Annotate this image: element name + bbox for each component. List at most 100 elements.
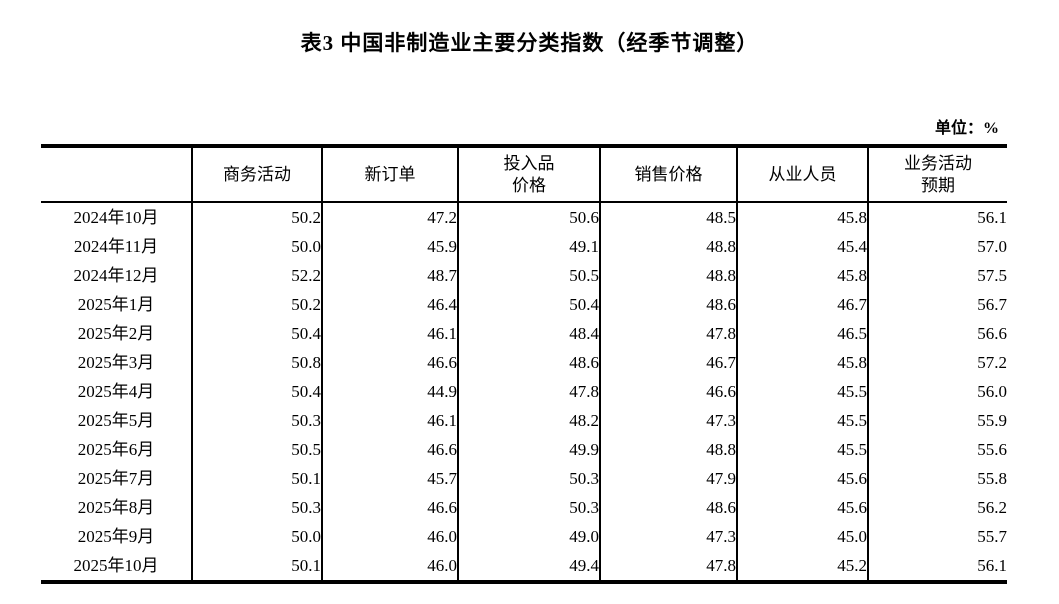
value-cell: 55.6 <box>867 435 1007 464</box>
table-head: 商务活动 新订单 投入品 价格 销售价格 从业人员 业务活动 预期 <box>41 146 1007 202</box>
table-row: 2024年12月 52.2 48.7 50.5 48.8 45.8 57.5 <box>41 261 1007 290</box>
value-cell: 50.4 <box>191 319 322 348</box>
value-cell: 56.2 <box>867 493 1007 522</box>
column-header: 从业人员 <box>736 146 868 202</box>
value-cell: 46.6 <box>599 377 737 406</box>
value-cell: 46.0 <box>321 551 458 582</box>
month-cell: 2025年1月 <box>77 294 155 314</box>
value-cell: 50.6 <box>457 202 600 232</box>
value-cell: 46.7 <box>736 290 868 319</box>
unit-label: 单位：% <box>934 120 999 137</box>
value-cell: 56.0 <box>867 377 1007 406</box>
value-cell: 46.6 <box>321 493 458 522</box>
value-cell: 48.8 <box>599 261 737 290</box>
month-cell: 2025年9月 <box>77 526 155 546</box>
month-cell: 2024年12月 <box>73 265 159 285</box>
value-cell: 44.9 <box>321 377 458 406</box>
table-row: 2025年10月 50.1 46.0 49.4 47.8 45.2 56.1 <box>41 551 1007 582</box>
value-cell: 50.1 <box>191 464 322 493</box>
value-cell: 50.3 <box>191 406 322 435</box>
pmi-index-table: 商务活动 新订单 投入品 价格 销售价格 从业人员 业务活动 预期 2024年10月 50.… <box>41 144 1007 584</box>
table-row: 2025年2月 50.4 46.1 48.4 47.8 46.5 56.6 <box>41 319 1007 348</box>
value-cell: 46.4 <box>321 290 458 319</box>
value-cell: 55.8 <box>867 464 1007 493</box>
value-cell: 50.2 <box>191 290 322 319</box>
table-row: 2025年3月 50.8 46.6 48.6 46.7 45.8 57.2 <box>41 348 1007 377</box>
month-cell: 2025年2月 <box>77 323 155 343</box>
value-cell: 56.1 <box>867 202 1007 232</box>
value-cell: 45.8 <box>736 348 868 377</box>
table-row: 2025年5月 50.3 46.1 48.2 47.3 45.5 55.9 <box>41 406 1007 435</box>
month-cell: 2025年7月 <box>77 468 155 488</box>
value-cell: 45.8 <box>736 261 868 290</box>
value-cell: 45.4 <box>736 232 868 261</box>
value-cell: 47.9 <box>599 464 737 493</box>
value-cell: 47.3 <box>599 522 737 551</box>
value-cell: 56.7 <box>867 290 1007 319</box>
value-cell: 48.6 <box>599 493 737 522</box>
value-cell: 48.6 <box>599 290 737 319</box>
column-header: 业务活动 预期 <box>867 146 1007 202</box>
value-cell: 57.2 <box>867 348 1007 377</box>
value-cell: 45.8 <box>736 202 868 232</box>
table-body: 2024年10月 50.2 47.2 50.6 48.5 45.8 56.1 2024年11月… <box>41 202 1007 582</box>
value-cell: 45.9 <box>321 232 458 261</box>
value-cell: 56.1 <box>867 551 1007 582</box>
value-cell: 48.4 <box>457 319 600 348</box>
column-header: 商务活动 <box>191 146 322 202</box>
value-cell: 50.4 <box>457 290 600 319</box>
month-cell: 2025年5月 <box>77 410 155 430</box>
value-cell: 48.8 <box>599 435 737 464</box>
value-cell: 46.1 <box>321 406 458 435</box>
table-row: 2024年10月 50.2 47.2 50.6 48.5 45.8 56.1 <box>41 202 1007 232</box>
value-cell: 50.2 <box>191 202 322 232</box>
value-cell: 48.5 <box>599 202 737 232</box>
value-cell: 47.8 <box>599 319 737 348</box>
value-cell: 45.7 <box>321 464 458 493</box>
value-cell: 45.5 <box>736 435 868 464</box>
value-cell: 45.6 <box>736 493 868 522</box>
value-cell: 47.8 <box>457 377 600 406</box>
table-row: 2025年1月 50.2 46.4 50.4 48.6 46.7 56.7 <box>41 290 1007 319</box>
table-row: 2025年4月 50.4 44.9 47.8 46.6 45.5 56.0 <box>41 377 1007 406</box>
value-cell: 47.2 <box>321 202 458 232</box>
value-cell: 46.7 <box>599 348 737 377</box>
table-title: 表3 中国非制造业主要分类指数（经季节调整） <box>300 31 759 55</box>
month-cell: 2024年11月 <box>73 236 159 256</box>
table-row: 2025年9月 50.0 46.0 49.0 47.3 45.0 55.7 <box>41 522 1007 551</box>
value-cell: 49.0 <box>457 522 600 551</box>
header-row: 商务活动 新订单 投入品 价格 销售价格 从业人员 业务活动 预期 <box>41 146 1007 202</box>
value-cell: 50.5 <box>191 435 322 464</box>
value-cell: 49.4 <box>457 551 600 582</box>
table-row: 2025年7月 50.1 45.7 50.3 47.9 45.6 55.8 <box>41 464 1007 493</box>
value-cell: 52.2 <box>191 261 322 290</box>
table-row: 2024年11月 50.0 45.9 49.1 48.8 45.4 57.0 <box>41 232 1007 261</box>
value-cell: 50.3 <box>457 464 600 493</box>
value-cell: 45.2 <box>736 551 868 582</box>
value-cell: 55.7 <box>867 522 1007 551</box>
table-row: 2025年6月 50.5 46.6 49.9 48.8 45.5 55.6 <box>41 435 1007 464</box>
value-cell: 56.6 <box>867 319 1007 348</box>
value-cell: 48.8 <box>599 232 737 261</box>
month-cell: 2025年8月 <box>77 497 155 517</box>
value-cell: 50.0 <box>191 232 322 261</box>
value-cell: 48.2 <box>457 406 600 435</box>
column-header: 新订单 <box>321 146 458 202</box>
month-cell: 2025年10月 <box>73 555 159 575</box>
column-header: 销售价格 <box>599 146 737 202</box>
value-cell: 50.0 <box>191 522 322 551</box>
value-cell: 49.1 <box>457 232 600 261</box>
value-cell: 50.3 <box>191 493 322 522</box>
column-header: 投入品 价格 <box>457 146 600 202</box>
month-cell: 2024年10月 <box>73 207 159 227</box>
value-cell: 46.6 <box>321 435 458 464</box>
value-cell: 48.6 <box>457 348 600 377</box>
value-cell: 57.0 <box>867 232 1007 261</box>
value-cell: 50.8 <box>191 348 322 377</box>
month-cell: 2025年3月 <box>77 352 155 372</box>
value-cell: 50.3 <box>457 493 600 522</box>
corner-header-cell <box>41 146 192 202</box>
value-cell: 55.9 <box>867 406 1007 435</box>
value-cell: 49.9 <box>457 435 600 464</box>
